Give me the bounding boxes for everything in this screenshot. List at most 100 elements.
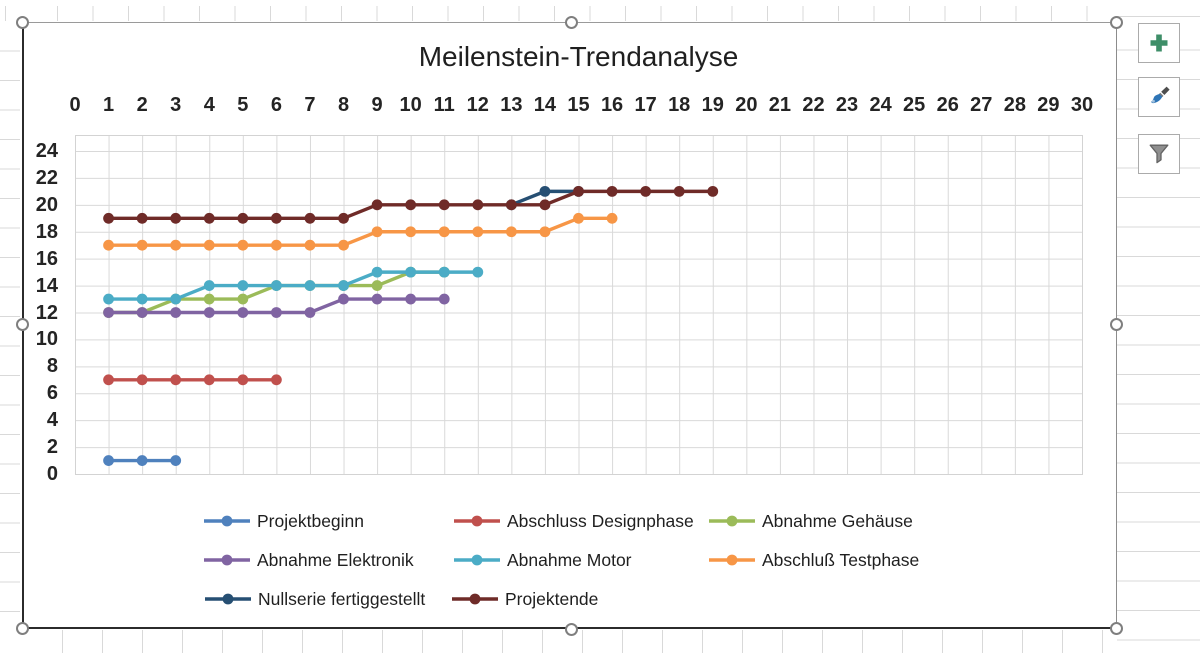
data-point[interactable]	[438, 199, 450, 211]
data-point[interactable]	[271, 280, 282, 291]
data-point[interactable]	[573, 185, 584, 197]
data-point[interactable]	[472, 226, 484, 238]
series-abschluss-designphase[interactable]	[103, 374, 282, 386]
series-projektende[interactable]	[103, 185, 719, 224]
data-point[interactable]	[338, 239, 349, 251]
data-point[interactable]	[271, 239, 282, 251]
legend-item[interactable]: Abnahme Gehäuse	[709, 510, 913, 532]
legend-item[interactable]: Projektende	[452, 588, 598, 610]
data-point[interactable]	[271, 307, 282, 318]
legend-marker-icon	[204, 515, 250, 527]
data-point[interactable]	[136, 212, 148, 224]
data-point[interactable]	[338, 212, 349, 224]
data-point[interactable]	[170, 307, 182, 318]
series-projektbeginn[interactable]	[103, 455, 182, 466]
data-point[interactable]	[539, 199, 551, 211]
data-point[interactable]	[371, 280, 383, 291]
data-point[interactable]	[170, 239, 182, 251]
data-point[interactable]	[136, 307, 148, 318]
data-point[interactable]	[203, 374, 215, 386]
data-point[interactable]	[203, 239, 215, 251]
series-abnahme-motor[interactable]	[103, 266, 484, 305]
data-point[interactable]	[338, 280, 349, 291]
data-point[interactable]	[438, 226, 450, 238]
chart-styles-button[interactable]	[1138, 77, 1180, 117]
data-point[interactable]	[203, 280, 215, 291]
data-point[interactable]	[640, 185, 652, 197]
data-point[interactable]	[170, 374, 182, 386]
series-abschlu-testphase[interactable]	[103, 212, 618, 251]
data-point[interactable]	[237, 280, 249, 291]
data-point[interactable]	[371, 266, 383, 278]
data-point[interactable]	[237, 212, 249, 224]
data-point[interactable]	[338, 293, 349, 305]
data-point[interactable]	[237, 374, 249, 386]
resize-handle-top-right[interactable]	[1110, 16, 1123, 29]
data-point[interactable]	[371, 199, 383, 211]
data-point[interactable]	[136, 239, 148, 251]
legend-item[interactable]: Abnahme Motor	[454, 549, 632, 571]
data-point[interactable]	[103, 212, 114, 224]
chart-title[interactable]: Meilenstein-Trendanalyse	[418, 41, 739, 72]
data-point[interactable]	[237, 239, 249, 251]
data-point[interactable]	[505, 226, 517, 238]
data-point[interactable]	[405, 293, 417, 305]
data-point[interactable]	[136, 374, 148, 386]
data-point[interactable]	[136, 293, 148, 305]
data-point[interactable]	[103, 293, 114, 305]
data-point[interactable]	[271, 374, 282, 386]
resize-handle-top-left[interactable]	[16, 16, 29, 29]
data-point[interactable]	[304, 280, 316, 291]
data-point[interactable]	[103, 239, 114, 251]
data-point[interactable]	[237, 293, 249, 305]
data-point[interactable]	[371, 293, 383, 305]
data-point[interactable]	[203, 212, 215, 224]
resize-handle-bottom-right[interactable]	[1110, 622, 1123, 635]
resize-handle-right-middle[interactable]	[1110, 318, 1123, 331]
data-point[interactable]	[203, 293, 215, 305]
legend-item[interactable]: Projektbeginn	[204, 510, 364, 532]
plot-area[interactable]	[75, 135, 1084, 475]
legend-item[interactable]: Abschluß Testphase	[709, 549, 919, 571]
series-abnahme-elektronik[interactable]	[103, 293, 450, 318]
data-point[interactable]	[405, 226, 417, 238]
data-point[interactable]	[271, 212, 282, 224]
data-point[interactable]	[438, 266, 450, 278]
data-point[interactable]	[103, 307, 114, 318]
data-point[interactable]	[573, 212, 584, 224]
data-point[interactable]	[371, 226, 383, 238]
legend-item[interactable]: Abnahme Elektronik	[204, 549, 414, 571]
data-point[interactable]	[539, 226, 551, 238]
data-point[interactable]	[606, 212, 618, 224]
chart-object[interactable]	[22, 22, 1117, 629]
data-point[interactable]	[103, 374, 114, 386]
resize-handle-left-middle[interactable]	[16, 318, 29, 331]
data-point[interactable]	[505, 199, 517, 211]
data-point[interactable]	[304, 212, 316, 224]
chart-elements-button[interactable]	[1138, 23, 1180, 63]
data-point[interactable]	[405, 199, 417, 211]
legend-item[interactable]: Nullserie fertiggestellt	[205, 588, 425, 610]
data-point[interactable]	[539, 185, 551, 197]
data-point[interactable]	[170, 455, 182, 466]
data-point[interactable]	[103, 455, 114, 466]
data-point[interactable]	[304, 239, 316, 251]
data-point[interactable]	[606, 185, 618, 197]
data-point[interactable]	[237, 307, 249, 318]
resize-handle-bottom-middle[interactable]	[565, 623, 578, 636]
data-point[interactable]	[438, 293, 450, 305]
resize-handle-bottom-left[interactable]	[16, 622, 29, 635]
data-point[interactable]	[170, 212, 182, 224]
legend-item[interactable]: Abschluss Designphase	[454, 510, 694, 532]
data-point[interactable]	[707, 185, 719, 197]
chart-filters-button[interactable]	[1138, 134, 1180, 174]
data-point[interactable]	[472, 266, 484, 278]
data-point[interactable]	[304, 307, 316, 318]
data-point[interactable]	[472, 199, 484, 211]
data-point[interactable]	[136, 455, 148, 466]
data-point[interactable]	[673, 185, 685, 197]
resize-handle-top-middle[interactable]	[565, 16, 578, 29]
data-point[interactable]	[170, 293, 182, 305]
data-point[interactable]	[203, 307, 215, 318]
data-point[interactable]	[405, 266, 417, 278]
